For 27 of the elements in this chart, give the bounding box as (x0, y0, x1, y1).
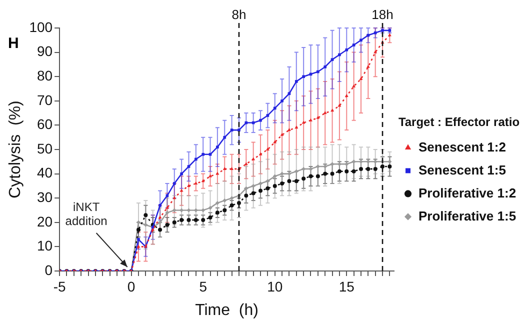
x-tick-label: 10 (267, 278, 283, 294)
y-tick-label: 40 (36, 164, 53, 181)
x-tick-label: 15 (338, 278, 355, 294)
x-tick-label: 0 (127, 278, 136, 294)
y-tick-label: 80 (36, 67, 53, 84)
x-tick-label: 5 (199, 278, 208, 294)
y-tick-label: 10 (36, 238, 53, 254)
annotation: iNKT addition (65, 200, 108, 228)
legend-label: Senescent 1:2 (418, 139, 506, 154)
x-tick-label: -5 (53, 278, 66, 294)
text: H (8, 35, 19, 52)
ref-line-label: 8h (232, 7, 246, 22)
y-tick-label: 100 (29, 18, 53, 35)
y-tick-label: 20 (36, 213, 53, 230)
y-tick-label: 50 (36, 140, 53, 156)
legend-title: Target : Effector ratio (398, 115, 520, 130)
y-axis-title: Cytolysis (%) (7, 100, 24, 198)
y-tick-label: 70 (36, 92, 53, 108)
x-axis-title: Time (h) (195, 302, 258, 319)
ref-line-label: 18h (372, 7, 394, 22)
legend-label: Proliferative 1:5 (418, 208, 516, 224)
y-tick-label: 60 (36, 116, 53, 132)
legend-label: Proliferative 1:2 (418, 185, 516, 200)
y-tick-label: 90 (36, 43, 53, 60)
y-tick-label: 0 (44, 262, 53, 278)
legend-label: Senescent 1:5 (418, 162, 506, 178)
y-tick-label: 30 (36, 188, 53, 205)
